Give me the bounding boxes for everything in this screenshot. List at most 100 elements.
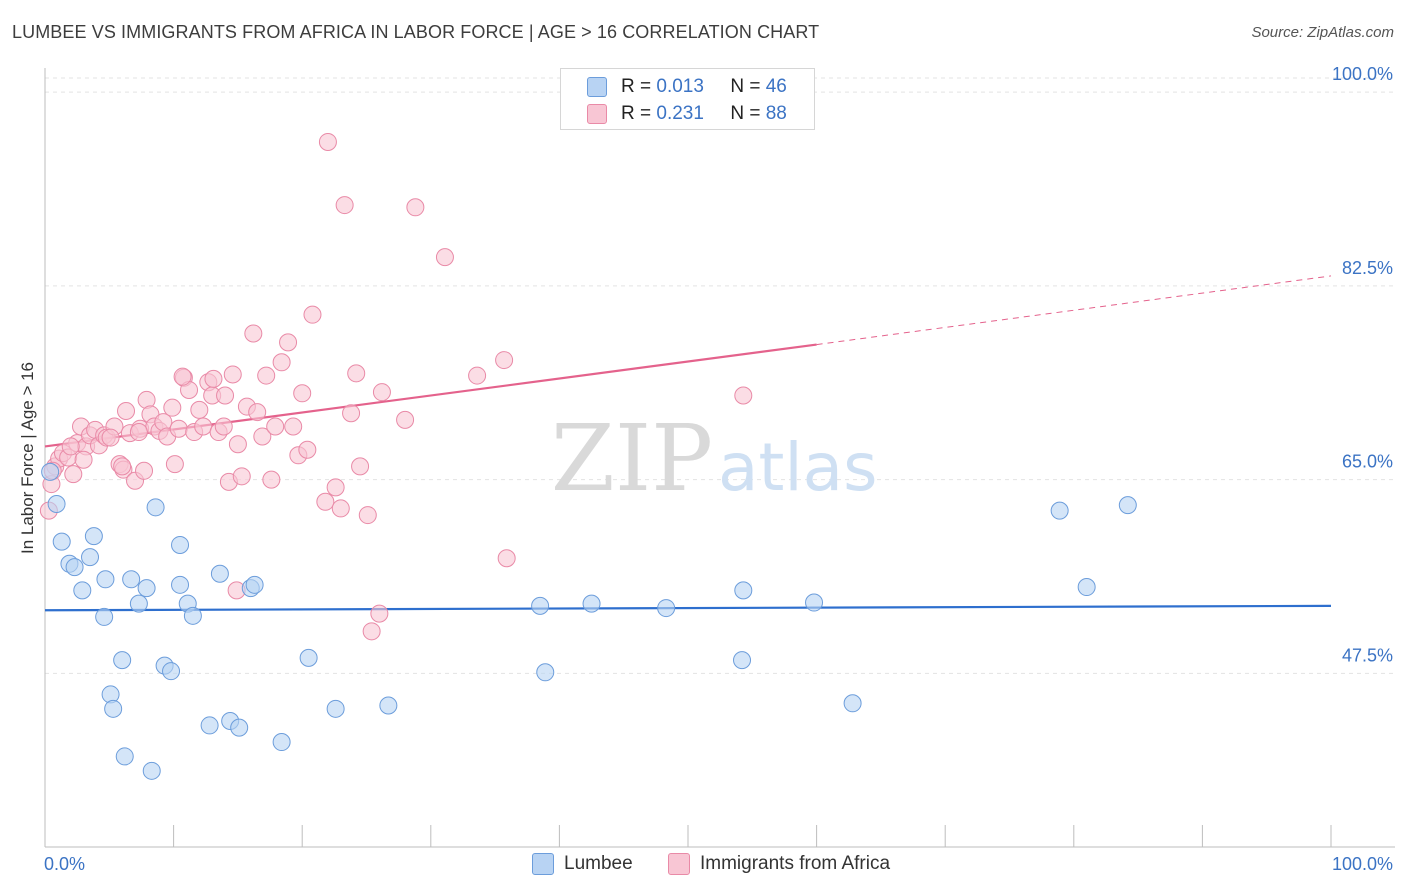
point-africa [358, 506, 377, 525]
point-africa [113, 457, 132, 476]
legend-n-label: N = [730, 76, 761, 97]
bottom-legend-swatch-lumbee [532, 853, 554, 875]
point-africa [173, 367, 192, 386]
point-africa [362, 622, 381, 641]
point-lumbee [171, 535, 190, 554]
point-africa [734, 386, 753, 405]
point-africa [61, 437, 80, 456]
bottom-legend-swatch-africa [668, 853, 690, 875]
point-africa [372, 383, 391, 402]
legend-n-value-africa: 88 [765, 103, 787, 124]
point-lumbee [326, 699, 345, 718]
axes [44, 68, 1395, 848]
point-lumbee [210, 564, 229, 583]
point-lumbee [171, 575, 190, 594]
point-lumbee [52, 532, 71, 551]
point-africa [293, 384, 312, 403]
point-africa [257, 366, 276, 385]
point-africa [272, 353, 291, 372]
point-africa [101, 428, 120, 447]
point-africa [117, 402, 136, 420]
y-tick-label: 65.0% [1342, 452, 1393, 472]
point-africa [279, 333, 298, 352]
watermark-zip: ZIP [551, 405, 713, 512]
bottom-legend-label-africa: Immigrants from Africa [700, 853, 891, 874]
data-points [39, 132, 1137, 780]
point-lumbee [379, 696, 398, 715]
point-africa [347, 364, 366, 383]
point-lumbee [142, 761, 161, 780]
point-lumbee [115, 747, 134, 766]
point-africa [284, 417, 303, 436]
point-lumbee [96, 570, 115, 589]
legend-r-value-africa: 0.231 [656, 103, 704, 124]
point-lumbee [582, 594, 601, 613]
point-lumbee [81, 548, 100, 567]
point-africa [316, 492, 335, 511]
point-lumbee [657, 599, 676, 618]
point-africa [204, 369, 223, 388]
point-lumbee [146, 498, 165, 517]
y-tick-label: 82.5% [1342, 258, 1393, 278]
point-lumbee [73, 581, 92, 600]
legend-swatch-lumbee [587, 77, 607, 97]
point-africa [298, 440, 317, 459]
point-lumbee [95, 607, 114, 626]
point-lumbee [843, 694, 862, 713]
point-lumbee [536, 663, 555, 682]
x-tick-label-min: 0.0% [44, 854, 85, 874]
point-africa [335, 196, 354, 215]
point-africa [495, 351, 514, 370]
point-africa [406, 198, 425, 217]
legend-r-label: R = [621, 76, 652, 97]
point-africa [244, 324, 263, 343]
point-africa [303, 305, 322, 324]
legend-swatch-africa [587, 104, 607, 124]
point-lumbee [245, 575, 264, 594]
point-lumbee [41, 462, 60, 481]
point-lumbee [1077, 578, 1096, 597]
x-tick-label-max: 100.0% [1332, 854, 1393, 874]
point-lumbee [734, 581, 753, 600]
point-africa [190, 400, 209, 419]
trend-line-lumbee [44, 604, 1332, 612]
point-lumbee [104, 699, 123, 718]
trend-line-africa-extrapolated [816, 275, 1332, 346]
point-africa [163, 398, 182, 417]
point-lumbee [733, 651, 752, 670]
point-lumbee [84, 527, 103, 546]
point-africa [223, 365, 242, 384]
point-lumbee [272, 733, 291, 752]
point-africa [232, 467, 251, 486]
point-lumbee [299, 648, 318, 667]
point-africa [326, 478, 345, 497]
y-tick-label: 47.5% [1342, 645, 1393, 665]
point-africa [497, 549, 516, 568]
point-africa [253, 427, 272, 446]
point-africa [135, 461, 154, 480]
point-africa [214, 417, 233, 436]
point-africa [318, 132, 337, 151]
point-africa [370, 604, 389, 623]
point-africa [129, 423, 148, 442]
tick-labels: 100.0% 82.5% 65.0% 47.5% 0.0% 100.0% [44, 64, 1393, 874]
point-africa [169, 419, 188, 438]
point-africa [351, 457, 370, 476]
point-africa [435, 248, 454, 267]
point-africa [396, 410, 415, 429]
point-africa [331, 499, 350, 518]
point-africa [248, 403, 267, 422]
bottom-legend-label-lumbee: Lumbee [564, 853, 633, 874]
watermark: ZIP atlas [551, 405, 878, 512]
y-tick-label: 100.0% [1332, 64, 1393, 84]
point-lumbee [65, 558, 84, 577]
point-lumbee [162, 662, 181, 681]
legend-r-value-lumbee: 0.013 [656, 76, 704, 97]
point-africa [216, 386, 235, 405]
chart-title: LUMBEE VS IMMIGRANTS FROM AFRICA IN LABO… [12, 22, 820, 42]
point-africa [266, 417, 285, 436]
point-lumbee [1118, 496, 1137, 515]
chart-source: Source: ZipAtlas.com [1251, 24, 1394, 41]
point-africa [262, 470, 281, 489]
